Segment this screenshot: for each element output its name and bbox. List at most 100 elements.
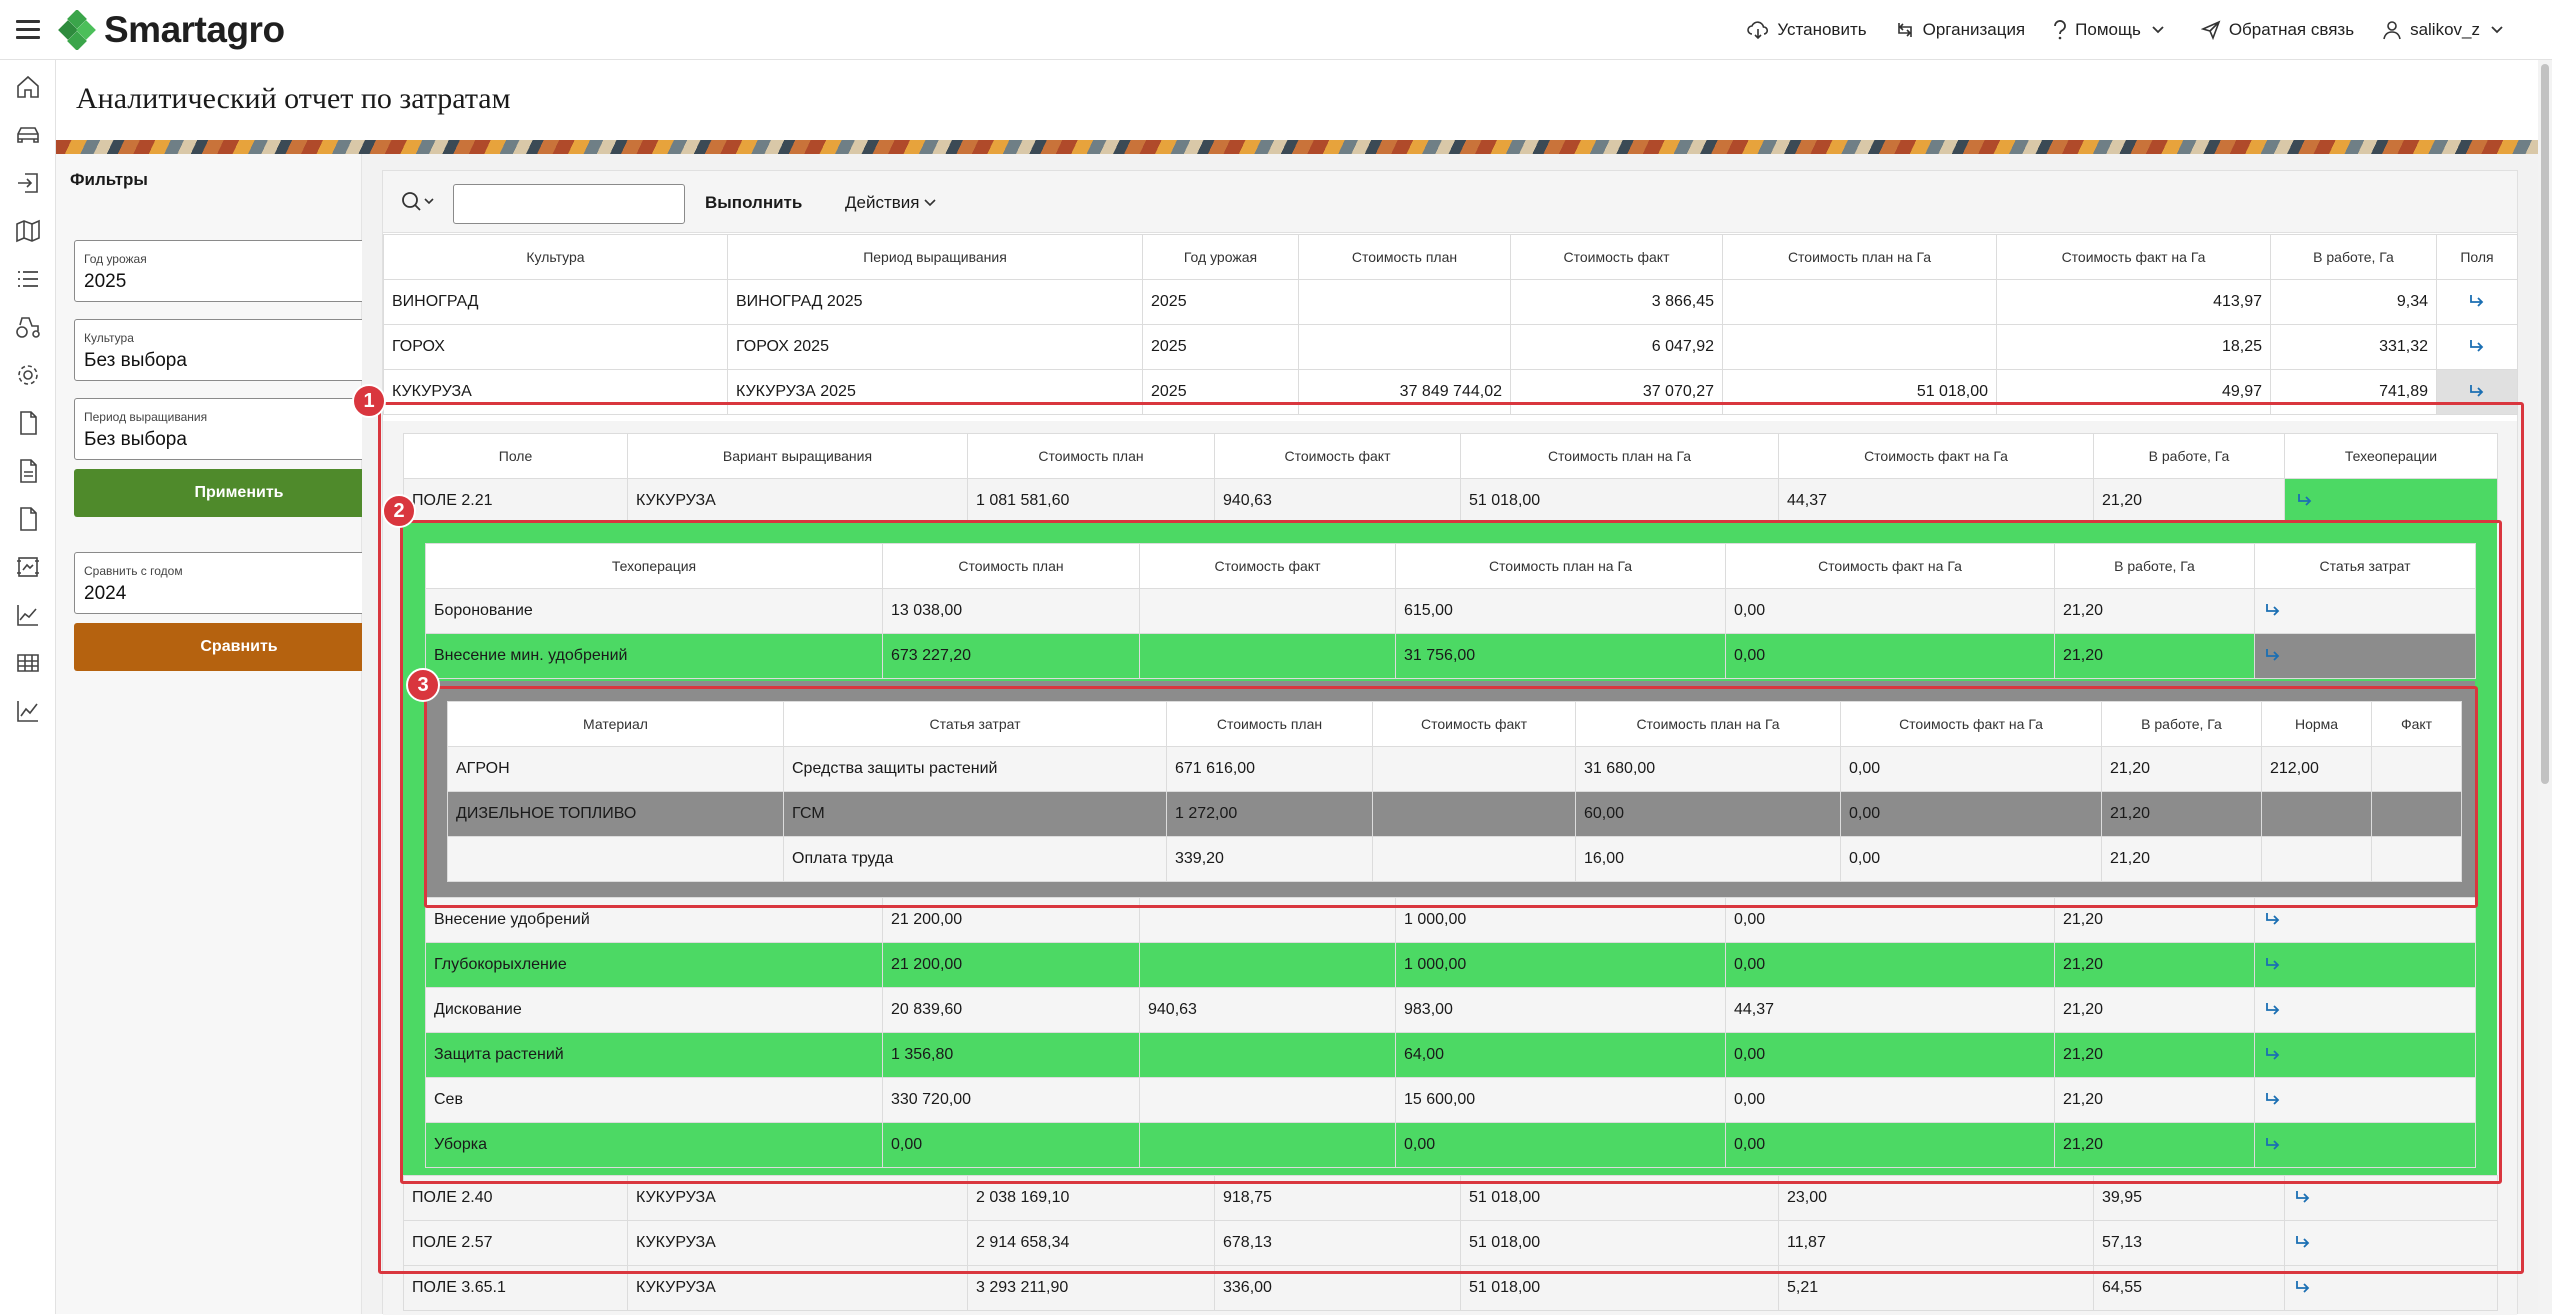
column-header[interactable]: Поле [403, 433, 628, 479]
column-header[interactable]: Стоимость факт [1510, 234, 1723, 280]
arrow-down-right-icon[interactable] [2263, 1000, 2283, 1020]
arrow-down-right-icon[interactable] [2293, 1278, 2313, 1298]
logo[interactable]: Smartagro [58, 9, 285, 50]
user-menu[interactable]: salikov_z [2382, 20, 2512, 40]
help-menu[interactable]: Помощь [2053, 20, 2173, 40]
column-header[interactable]: Период выращивания [727, 234, 1143, 280]
column-header[interactable]: Стоимость план на Га [1575, 701, 1841, 747]
feedback-link[interactable]: Обратная связь [2200, 20, 2354, 40]
arrow-down-right-icon[interactable] [2263, 910, 2283, 930]
arrow-down-right-icon[interactable] [2295, 491, 2315, 511]
tractor-icon[interactable] [15, 314, 41, 340]
arrow-down-right-icon[interactable] [2467, 292, 2487, 312]
arrow-down-right-icon[interactable] [2467, 337, 2487, 357]
expand-cell[interactable] [2284, 1175, 2498, 1221]
execute-button[interactable]: Выполнить [705, 193, 803, 212]
column-header[interactable]: В работе, Га [2101, 701, 2262, 747]
column-header[interactable]: Статья затрат [2254, 543, 2476, 589]
page-scrollbar[interactable] [2538, 60, 2552, 1314]
arrow-down-right-icon[interactable] [2263, 1135, 2283, 1155]
column-header[interactable]: В работе, Га [2054, 543, 2255, 589]
column-header[interactable]: В работе, Га [2093, 433, 2285, 479]
column-header[interactable]: Стоимость факт на Га [1778, 433, 2094, 479]
column-header[interactable]: Стоимость факт [1139, 543, 1396, 589]
column-header[interactable]: Статья затрат [783, 701, 1167, 747]
arrow-down-right-icon[interactable] [2263, 1045, 2283, 1065]
expand-cell[interactable] [2436, 279, 2518, 325]
document-icon[interactable] [15, 410, 41, 436]
column-header[interactable]: Стоимость факт [1214, 433, 1461, 479]
expand-cell[interactable] [2254, 1032, 2476, 1078]
column-header[interactable]: Техеоперации [2284, 433, 2498, 479]
arrow-down-right-icon[interactable] [2263, 1090, 2283, 1110]
expand-cell[interactable] [2254, 1077, 2476, 1123]
expand-cell[interactable] [2254, 633, 2476, 679]
expand-cell[interactable] [2254, 897, 2476, 943]
apply-button[interactable]: Применить [74, 469, 404, 517]
column-header[interactable]: Культура [383, 234, 728, 280]
map-icon[interactable] [15, 218, 41, 244]
column-header[interactable]: Норма [2261, 701, 2372, 747]
area-chart-icon[interactable] [15, 602, 41, 628]
install-link[interactable]: Установить [1747, 20, 1867, 40]
column-header[interactable]: Факт [2371, 701, 2462, 747]
expand-cell[interactable] [2436, 324, 2518, 370]
arrow-down-right-icon[interactable] [2263, 601, 2283, 621]
cell: Оплата труда [783, 836, 1167, 882]
column-header[interactable]: Стоимость план на Га [1722, 234, 1997, 280]
column-header[interactable]: Материал [447, 701, 784, 747]
arrow-down-right-icon[interactable] [2263, 646, 2283, 666]
column-header[interactable]: Стоимость факт [1372, 701, 1576, 747]
compare-button[interactable]: Сравнить [74, 623, 404, 671]
actions-menu[interactable]: Действия [845, 193, 937, 213]
cell: 2025 [1142, 279, 1299, 325]
column-header[interactable]: Стоимость план [967, 433, 1215, 479]
period-select[interactable]: Период выращивания Без выбора [74, 398, 404, 460]
column-header[interactable]: Стоимость факт на Га [1996, 234, 2271, 280]
table-row: Оплата труда 339,20 16,00 0,00 21,20 [447, 836, 2462, 882]
column-header[interactable]: Поля [2436, 234, 2518, 280]
home-icon[interactable] [15, 74, 41, 100]
list-icon[interactable] [15, 266, 41, 292]
cell: 37 849 744,02 [1298, 369, 1511, 415]
expand-cell[interactable] [2284, 1265, 2498, 1311]
search-menu[interactable] [401, 191, 437, 218]
sign-in-icon[interactable] [15, 170, 41, 196]
document-icon[interactable] [15, 458, 41, 484]
expand-cell[interactable] [2254, 987, 2476, 1033]
grid-icon[interactable] [15, 650, 41, 676]
compare-year-select[interactable]: Сравнить с годом 2024 [74, 552, 404, 614]
culture-select[interactable]: Культура Без выбора [74, 319, 404, 381]
column-header[interactable]: Стоимость план [1298, 234, 1511, 280]
car-icon[interactable] [15, 122, 41, 148]
expand-cell[interactable] [2436, 369, 2518, 415]
expand-cell[interactable] [2284, 478, 2498, 524]
column-header[interactable]: Год урожая [1142, 234, 1299, 280]
line-chart-icon[interactable] [15, 698, 41, 724]
search-input[interactable] [453, 184, 685, 224]
scrollbar-thumb[interactable] [2541, 64, 2549, 784]
document-icon[interactable] [15, 506, 41, 532]
column-header[interactable]: Вариант выращивания [627, 433, 968, 479]
frame-icon[interactable] [15, 554, 41, 580]
column-header[interactable]: Техоперация [425, 543, 883, 589]
gear-icon[interactable] [15, 362, 41, 388]
arrow-down-right-icon[interactable] [2293, 1188, 2313, 1208]
column-header[interactable]: В работе, Га [2270, 234, 2437, 280]
expand-cell[interactable] [2284, 1220, 2498, 1266]
expand-cell[interactable] [2254, 1122, 2476, 1168]
arrow-down-right-icon[interactable] [2263, 955, 2283, 975]
year-select[interactable]: Год урожая 2025 [74, 240, 404, 302]
column-header[interactable]: Стоимость факт на Га [1840, 701, 2102, 747]
expand-cell[interactable] [2254, 942, 2476, 988]
menu-icon[interactable] [16, 20, 40, 40]
column-header[interactable]: Стоимость план на Га [1395, 543, 1726, 589]
expand-cell[interactable] [2254, 588, 2476, 634]
arrow-down-right-icon[interactable] [2467, 382, 2487, 402]
organization-link[interactable]: Организация [1895, 20, 2025, 40]
column-header[interactable]: Стоимость план на Га [1460, 433, 1779, 479]
arrow-down-right-icon[interactable] [2293, 1233, 2313, 1253]
column-header[interactable]: Стоимость план [1166, 701, 1373, 747]
column-header[interactable]: Стоимость факт на Га [1725, 543, 2055, 589]
column-header[interactable]: Стоимость план [882, 543, 1140, 589]
